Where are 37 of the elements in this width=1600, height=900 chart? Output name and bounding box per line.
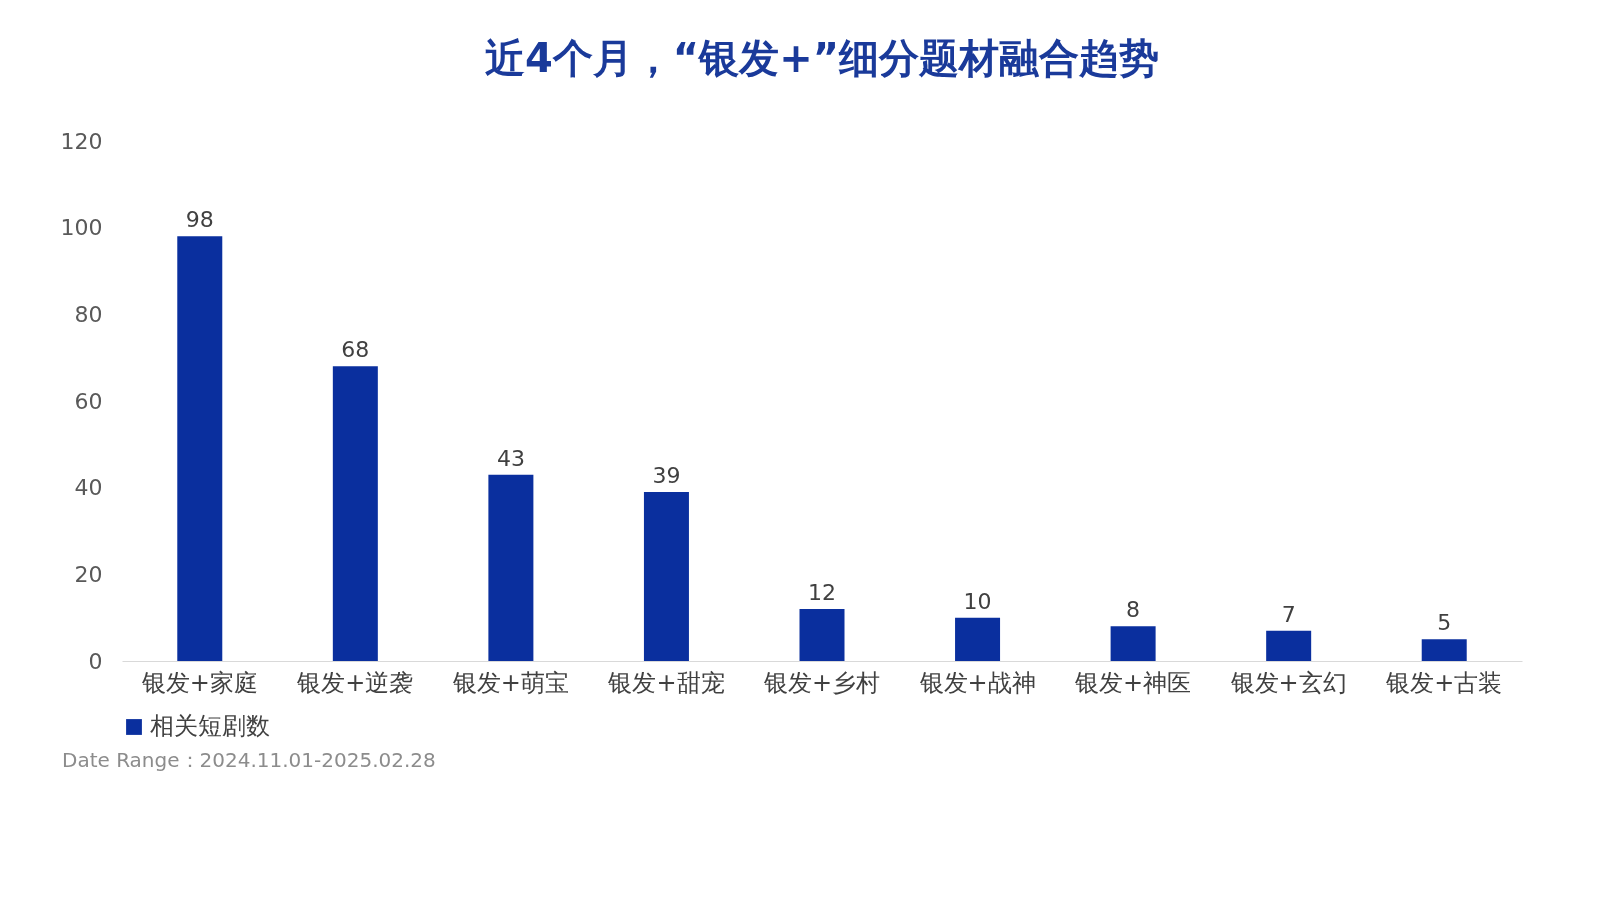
data-label: 10	[963, 588, 992, 614]
x-tick-label: 银发+玄幻	[1229, 668, 1347, 697]
data-label: 5	[1437, 610, 1452, 636]
x-tick-label: 银发+甜宠	[607, 668, 725, 697]
y-tick-label: 40	[74, 475, 103, 501]
data-label: 8	[1126, 597, 1141, 623]
data-label: 7	[1281, 601, 1296, 627]
x-tick-label: 银发+古装	[1385, 668, 1503, 697]
y-tick-label: 60	[74, 388, 103, 414]
legend-label: 相关短剧数	[150, 712, 270, 740]
bar	[488, 474, 534, 661]
text: Date Range：2024.11.01-2025.02.28	[62, 748, 436, 772]
bar	[1266, 630, 1312, 661]
data-label: 98	[185, 207, 214, 233]
bar	[332, 366, 378, 661]
data-label: 39	[652, 463, 681, 488]
y-tick-label: 0	[88, 648, 103, 674]
data-label: 12	[808, 580, 836, 605]
x-tick-label: 银发+萌宝	[451, 668, 569, 697]
data-label: 43	[496, 445, 525, 471]
y-tick-label: 20	[74, 561, 103, 587]
bar	[177, 236, 223, 661]
x-tick-label: 银发+战神	[918, 668, 1036, 697]
x-tick-label: 银发+家庭	[140, 668, 258, 697]
y-tick-label: 120	[60, 128, 103, 154]
bar	[955, 617, 1001, 661]
x-tick-label: 银发+乡村	[762, 668, 881, 697]
chart-title: 近4个月，“银发+”细分题材融合趋势	[485, 35, 1159, 81]
x-tick-label: 银发+逆袭	[296, 668, 414, 697]
x-tick-label: 银发+神医	[1074, 668, 1192, 697]
y-tick-label: 100	[60, 215, 103, 241]
bar	[1110, 626, 1156, 661]
bar	[1421, 639, 1467, 661]
data-label: 68	[341, 337, 370, 363]
bar	[643, 492, 689, 661]
y-tick-label: 80	[74, 301, 103, 327]
bar	[799, 609, 845, 661]
